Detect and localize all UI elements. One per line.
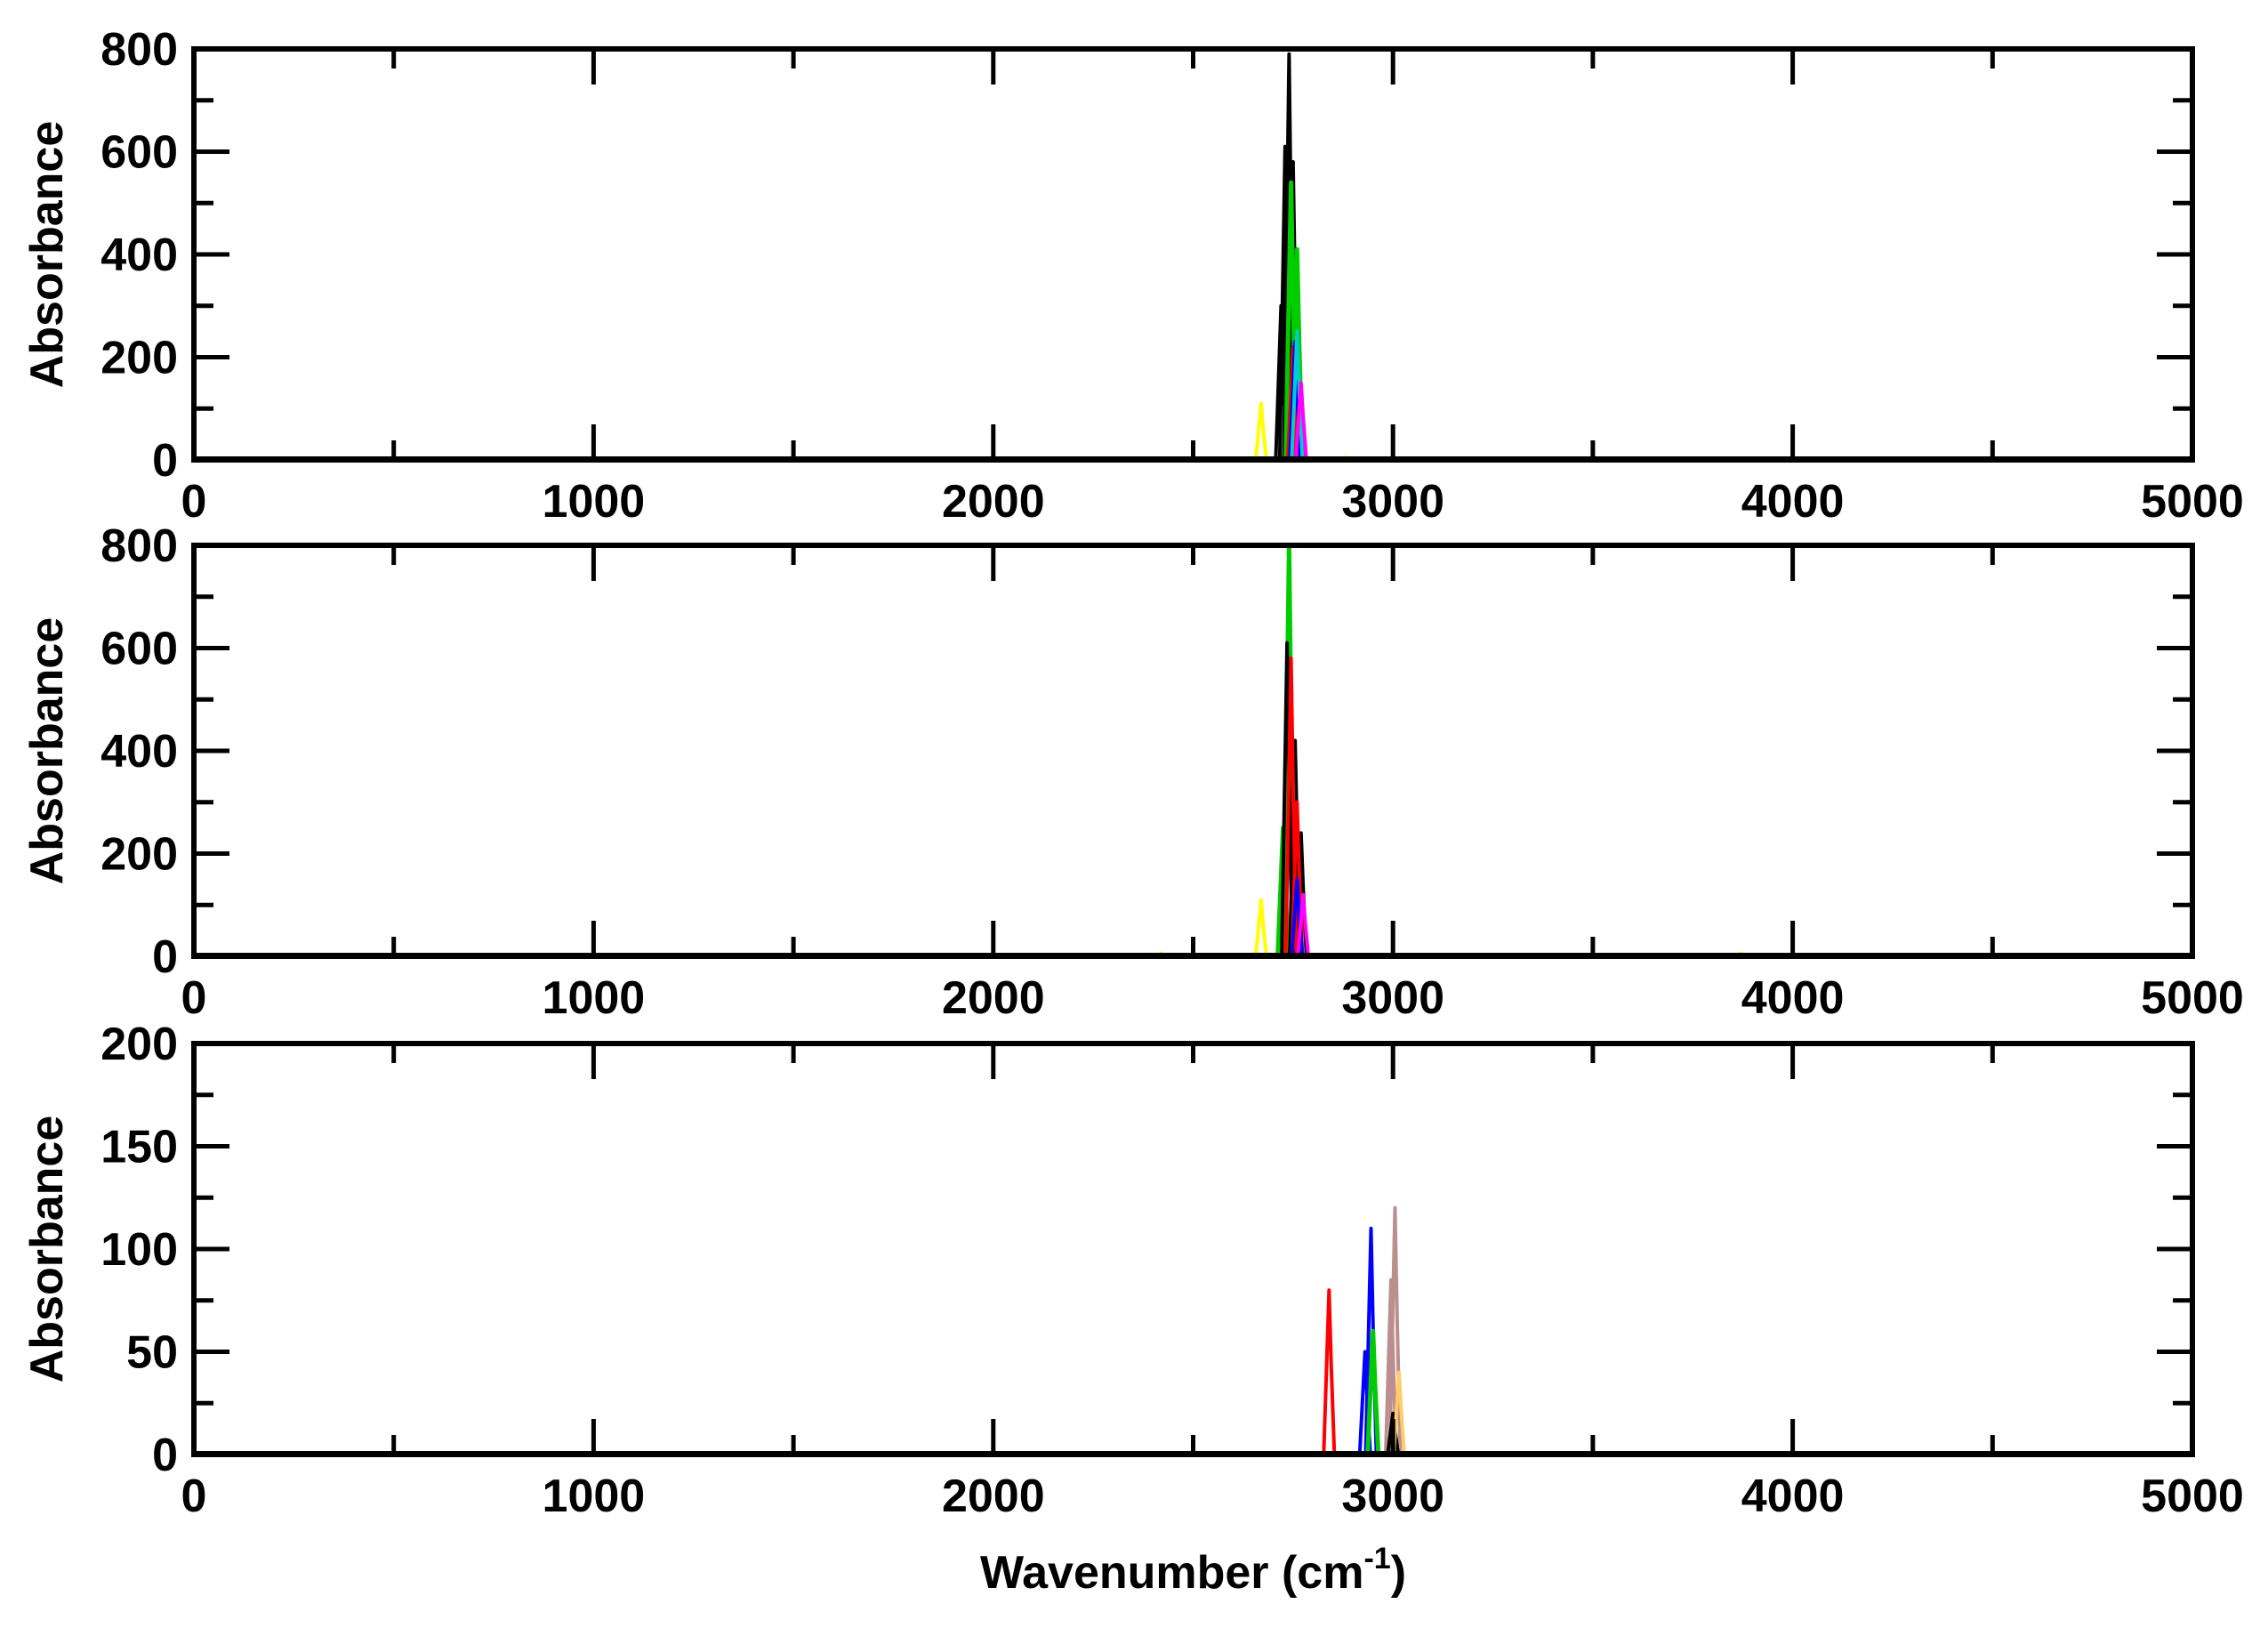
x-tick-label: 5000: [2141, 476, 2244, 528]
y-tick-label: 0: [152, 435, 178, 487]
x-tick-label: 4000: [1741, 972, 1845, 1024]
series-line-1: [233, 52, 2153, 462]
x-tick-label: 0: [181, 972, 207, 1024]
y-tick-label: 400: [101, 230, 178, 281]
chart-panel-top: 0 1000 2000 3000 4000 5000 0 200 400 600 800 Absorb…: [21, 24, 2244, 528]
plot-frame: [191, 543, 2195, 959]
plot-area: [233, 543, 2153, 959]
x-tick-label: 3000: [1341, 476, 1444, 528]
series-line-1: [233, 1288, 2153, 1456]
y-tick-label: 800: [101, 520, 178, 572]
chart-panel-middle: 0 1000 2000 3000 4000 5000 0 200 400 600 800 Absorb…: [21, 520, 2244, 1024]
y-tick-label: 0: [152, 931, 178, 983]
x-tick-label: 0: [181, 476, 207, 528]
y-tick-label: 0: [152, 1430, 178, 1481]
y-tick-label: 200: [101, 1019, 178, 1070]
series-line-2: [233, 1226, 2153, 1456]
x-tick-label: 1000: [543, 972, 646, 1024]
x-tick-label: 4000: [1741, 1471, 1845, 1522]
x-tick-label: 1000: [543, 476, 646, 528]
chart-panel-bottom: 0 1000 2000 3000 4000 5000 0 50 100 150 200 Absorba…: [21, 1019, 2244, 1599]
x-tick-label: 2000: [942, 476, 1045, 528]
x-tick-label: 4000: [1741, 476, 1845, 528]
y-tick-label: 200: [101, 333, 178, 384]
y-tick-label: 50: [126, 1327, 178, 1379]
x-axis-title: Wavenumber (cm-1): [980, 1542, 1406, 1599]
y-tick-label: 600: [101, 127, 178, 179]
x-tick-label: 3000: [1341, 972, 1444, 1024]
x-tick-label: 5000: [2141, 972, 2244, 1024]
y-tick-label: 800: [101, 24, 178, 76]
y-axis-title: Absorbance: [21, 617, 73, 885]
series-line-1: [233, 543, 2153, 959]
y-axis-title: Absorbance: [21, 121, 73, 389]
y-tick-label: 150: [101, 1122, 178, 1173]
y-tick-label: 200: [101, 829, 178, 881]
y-tick-label: 100: [101, 1224, 178, 1276]
x-tick-label: 2000: [942, 972, 1045, 1024]
x-tick-label: 5000: [2141, 1471, 2244, 1522]
y-axis-title: Absorbance: [21, 1116, 73, 1383]
x-tick-label: 2000: [942, 1471, 1045, 1522]
y-tick-label: 600: [101, 624, 178, 675]
y-tick-label: 400: [101, 726, 178, 778]
series-line-3: [233, 657, 2153, 958]
plot-area: [233, 1205, 2153, 1457]
plot-area: [233, 52, 2153, 463]
series-line-4: [233, 1205, 2153, 1456]
plot-frame: [191, 1041, 2195, 1457]
x-tick-label: 0: [181, 1471, 207, 1522]
series-line-2: [233, 180, 2153, 463]
plot-frame: [191, 46, 2195, 463]
x-tick-label: 3000: [1341, 1471, 1444, 1522]
series-line-2: [233, 641, 2153, 958]
x-tick-label: 1000: [543, 1471, 646, 1522]
